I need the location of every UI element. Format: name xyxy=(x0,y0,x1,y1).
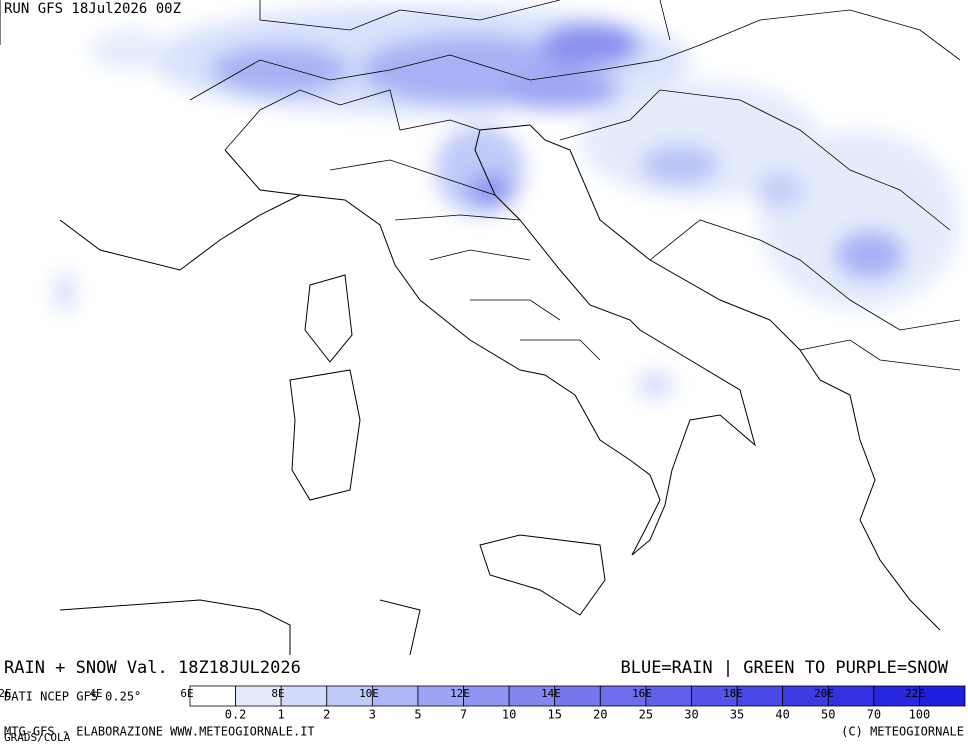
run-label: RUN GFS 18Jul2026 00Z xyxy=(4,1,181,17)
source: DATI NCEP GFS 0.25° xyxy=(4,690,141,704)
colorbar-label: 7 xyxy=(460,708,467,722)
longitude-label: 4E xyxy=(89,687,102,700)
longitude-label: 10E xyxy=(359,687,379,700)
longitude-label: 20E xyxy=(814,687,834,700)
longitude-label: 14E xyxy=(541,687,561,700)
colorbar-label: 10 xyxy=(502,708,516,722)
precipitation xyxy=(55,5,960,399)
colorbar-box xyxy=(919,685,966,707)
colorbar-label: 2 xyxy=(323,708,330,722)
colorbar-box xyxy=(645,685,692,707)
colorbar-label: 1 xyxy=(278,708,285,722)
colorbar-label: 5 xyxy=(414,708,421,722)
colorbar-box xyxy=(463,685,510,707)
copyright: (C) METEOGIORNALE xyxy=(841,725,964,739)
colorbar-box xyxy=(189,685,236,707)
colorbar-box xyxy=(827,685,875,707)
borders xyxy=(189,0,961,371)
longitude-label: 2E xyxy=(0,687,12,700)
footer-title: RAIN + SNOW Val. 18Z18JUL2026 xyxy=(4,658,301,678)
longitude-label: 22E xyxy=(905,687,925,700)
longitude-label: 8E xyxy=(271,687,284,700)
colorbar-label: 50 xyxy=(821,708,835,722)
legend-note: BLUE=RAIN | GREEN TO PURPLE=SNOW xyxy=(620,658,948,678)
longitude-label: 12E xyxy=(450,687,470,700)
colorbar-label: 40 xyxy=(775,708,789,722)
colorbar-label: 20 xyxy=(593,708,607,722)
longitude-label: 18E xyxy=(723,687,743,700)
colorbar-label: 100 xyxy=(909,708,931,722)
colorbar-box xyxy=(554,685,601,707)
colorbar-box xyxy=(371,685,419,707)
software: GRADS/COLA xyxy=(4,731,71,744)
colorbar-box xyxy=(736,685,784,707)
colorbar-label: 70 xyxy=(867,708,881,722)
coastlines xyxy=(59,124,941,656)
longitude-label: 6E xyxy=(180,687,193,700)
credit: MTG-GFS - ELABORAZIONE WWW.METEOGIORNALE… xyxy=(4,725,315,739)
colorbar-label: 35 xyxy=(730,708,744,722)
colorbar-box xyxy=(280,685,328,707)
colorbar-label: 3 xyxy=(369,708,376,722)
colorbar-label: 30 xyxy=(684,708,698,722)
colorbar-label: 0.2 xyxy=(225,708,247,722)
longitude-label: 16E xyxy=(632,687,652,700)
colorbar-label: 25 xyxy=(639,708,653,722)
colorbar-label: 15 xyxy=(547,708,561,722)
